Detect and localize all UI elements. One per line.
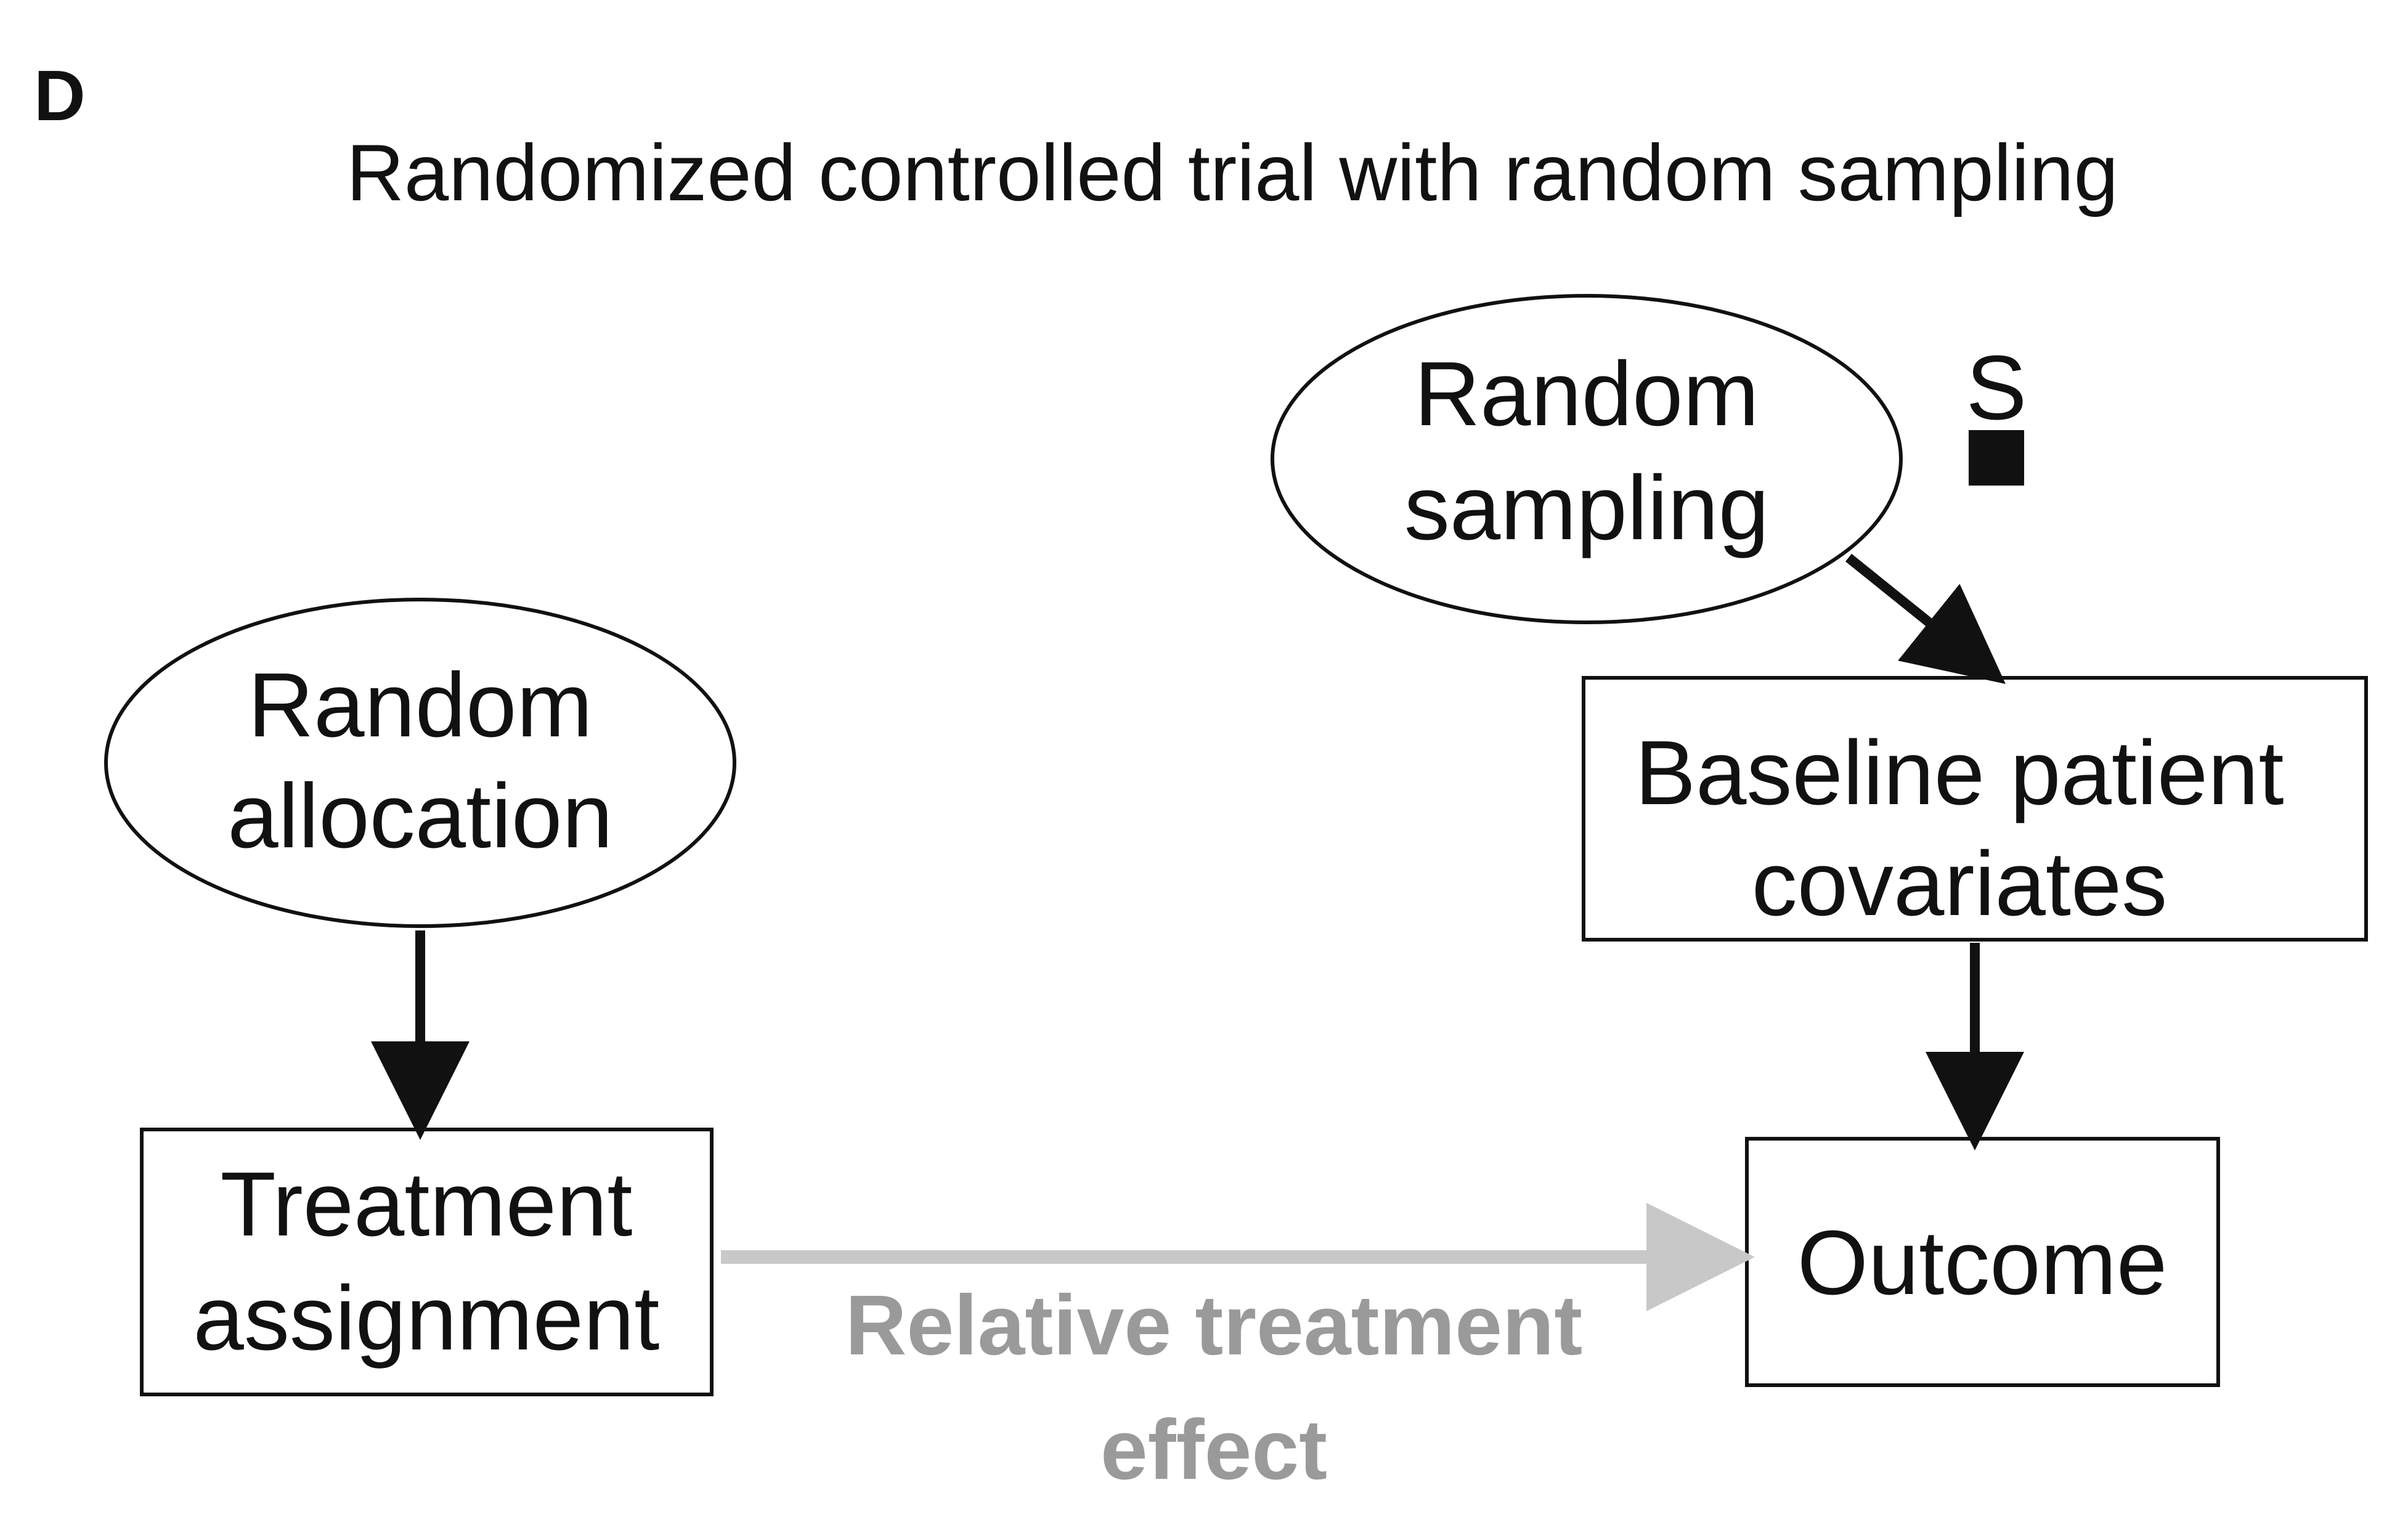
treatment-line1: Treatment: [221, 1154, 633, 1255]
random-allocation-line1: Random: [248, 654, 592, 756]
panel-label: D: [34, 55, 86, 136]
diagram-title: Randomized controlled trial with random …: [346, 128, 2118, 218]
sampling-to-baseline-arrow: [1845, 553, 2006, 685]
random-sampling-line2: sampling: [1404, 457, 1769, 559]
baseline-line2: covariates: [1752, 833, 2168, 935]
baseline-line1: Baseline patient: [1635, 722, 2284, 824]
effect-line1: Relative treatment: [845, 1278, 1582, 1373]
outcome-label: Outcome: [1797, 1212, 2167, 1314]
random-allocation-line2: allocation: [227, 765, 612, 867]
selection-label: S: [1966, 337, 2027, 439]
random-sampling-node: Random sampling: [1271, 294, 1903, 624]
random-allocation-node: Random allocation: [104, 598, 736, 928]
outcome-node: Outcome: [1745, 1137, 2220, 1387]
treatment-assignment-node: Treatment assignment: [140, 1128, 714, 1396]
treatment-line2: assignment: [193, 1268, 660, 1369]
effect-line2: effect: [1100, 1402, 1327, 1497]
selection-square-icon: [1969, 430, 2024, 486]
relative-treatment-effect-label: Relative treatment effect: [845, 1278, 1582, 1497]
selection-node: S: [1966, 337, 2027, 486]
baseline-covariates-node: Baseline patient covariates: [1582, 676, 2368, 942]
random-sampling-line1: Random: [1414, 343, 1759, 445]
